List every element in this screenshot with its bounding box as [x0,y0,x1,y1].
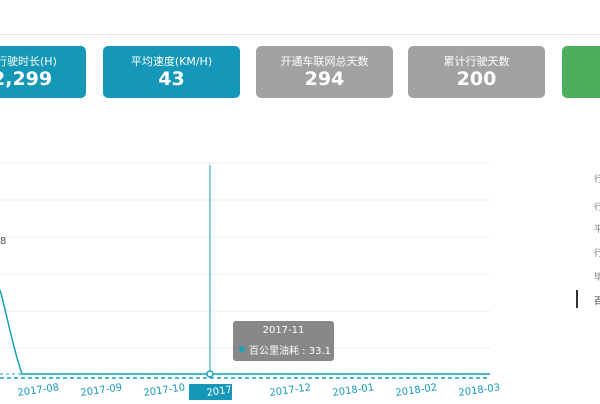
stat-card-average-speed: 平均速度(KM/H) 43 [103,46,240,98]
legend-item[interactable]: 毕 [594,273,600,283]
tooltip-separator: : [299,346,309,357]
x-tick-label: 2018-02 [395,382,438,399]
tooltip-title: 2017-11 [262,325,305,336]
legend-item[interactable]: 行 [594,249,600,259]
x-tick-label: 2017-09 [80,382,123,399]
series-dot-icon [239,346,245,352]
legend-item[interactable]: 行 [594,175,600,185]
x-tick-label: 2018-01 [332,382,375,399]
legend-item[interactable]: 百 [594,297,600,307]
legend-item[interactable]: 平 [594,225,600,235]
stat-card-connected-days: 开通车联网总天数 294 [256,46,393,98]
stat-card-driving-days: 累计行驶天数 200 [408,46,545,98]
active-tick-highlight [189,384,232,400]
stat-label: 开通车联网总天数 [280,55,369,68]
stat-value: 294 [304,68,345,90]
right-legend-panel: 行 行 平 行 毕 百 [576,160,600,340]
x-axis-ticks: 2017-08 2017-09 2017-10 2017-11 2017-12 2018-… [17,382,500,399]
stat-value: 200 [456,68,497,90]
stat-card-driving-hours: 行驶时长(H) 2,299 [0,46,86,98]
stat-card-partial [562,46,600,98]
stat-value: 43 [158,68,185,90]
fuel-consumption-chart[interactable]: 8 2017-08 2017-09 2017-10 2017-11 2017-12 201… [0,160,500,404]
data-point [206,370,214,378]
x-tick-label: 2017-08 [17,382,60,399]
chart-tooltip: 2017-11 百公里油耗 : 33.1 [233,321,334,361]
x-tick-label: 2018-03 [458,382,500,399]
x-tick-label: 2017-12 [269,382,312,399]
chart-svg: 8 2017-08 2017-09 2017-10 2017-11 2017-12 201… [0,162,500,400]
tooltip-series-name: 百公里油耗 [249,346,299,357]
stat-value: 2,299 [0,68,53,90]
tooltip-value-line: 百公里油耗 : 33.1 [249,342,331,357]
y-tick-label: 8 [0,236,6,247]
top-bar [0,0,600,35]
tooltip-value: 33.1 [308,346,331,357]
stat-label: 累计行驶天数 [443,55,510,68]
x-tick-label: 2017-10 [143,382,186,399]
stat-label: 行驶时长(H) [0,55,57,68]
legend-item[interactable]: 行 [594,203,600,213]
stat-label: 平均速度(KM/H) [130,55,213,68]
stat-cards-row: 行驶时长(H) 2,299 平均速度(KM/H) 43 开通车联网总天数 294… [0,46,600,98]
series-line [0,289,490,375]
active-indicator [576,290,578,308]
